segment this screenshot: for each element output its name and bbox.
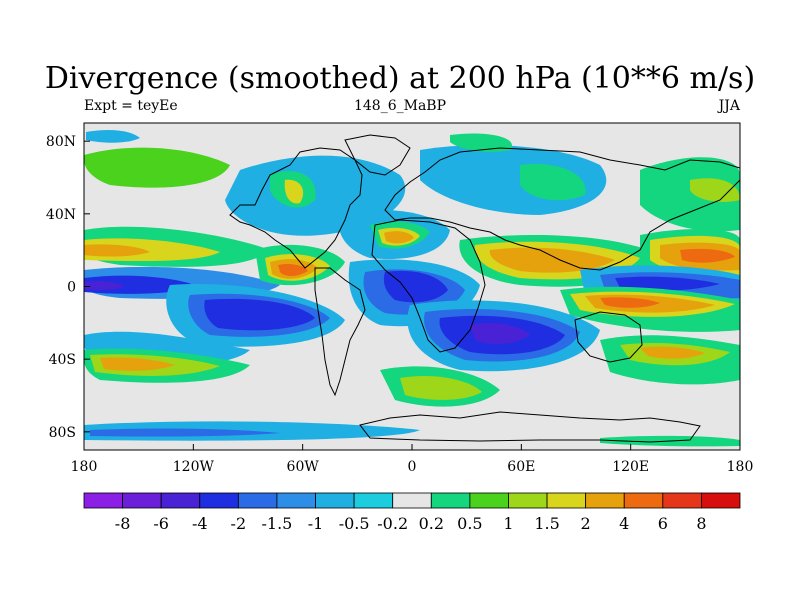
contour-equatorial-band-orange <box>84 244 150 257</box>
colorbar-swatch <box>276 492 316 509</box>
colorbar-label: -4 <box>192 514 208 533</box>
colorbar-swatch <box>83 492 123 509</box>
contour-pacific-north-yellow <box>690 178 740 202</box>
y-tick-label: 80S <box>49 425 76 441</box>
colorbar-swatch <box>160 492 201 509</box>
y-axis: 80N 40N 0 40S 80S <box>46 134 90 441</box>
colorbar-swatch <box>353 492 394 509</box>
greenland-outline <box>344 134 411 176</box>
north-america-outline <box>229 147 363 269</box>
eurasia-outline <box>384 147 740 271</box>
y-tick-label: 40N <box>46 207 76 223</box>
contour-pacific-north-green <box>640 157 740 232</box>
colorbar-label: -8 <box>115 514 131 533</box>
africa-outline <box>371 219 486 353</box>
colorbar-swatch <box>546 492 587 509</box>
colorbar-label: -1 <box>308 514 324 533</box>
x-tick-label: 0 <box>408 459 417 475</box>
x-tick-label: 60E <box>507 459 535 475</box>
colorbar-label: 0.5 <box>457 514 482 533</box>
colorbar-swatch <box>199 492 239 509</box>
contour-australia-red <box>600 297 660 308</box>
contour-arctic-cyan <box>86 130 140 143</box>
colorbar-swatch <box>662 492 702 509</box>
colorbar-label: -2 <box>231 514 247 533</box>
contour-asia-green <box>520 164 586 201</box>
colorbar-label: -6 <box>153 514 169 533</box>
run-label: 148_6_MaBP <box>353 98 447 114</box>
colorbar-label: 6 <box>658 514 668 533</box>
contour-southern-ocean-orange <box>640 346 705 359</box>
contour-south-pacific-darkblue <box>204 298 315 331</box>
contour-asian-monsoon-orange <box>489 247 615 273</box>
plot-title: Divergence (smoothed) at 200 hPa (10**6 … <box>44 61 756 96</box>
contour-indian-ocean-indigo <box>470 323 530 345</box>
colorbar-label: 0.2 <box>419 514 444 533</box>
x-axis: 180 120W 60W 0 60E 120E 180 <box>71 444 754 475</box>
contour-equatorial-pacific-indigo <box>84 281 125 290</box>
south-america-outline <box>314 267 366 397</box>
colorbar-swatch <box>237 492 278 509</box>
x-tick-label: 120E <box>612 459 649 475</box>
contour-central-america-red <box>278 263 308 277</box>
contour-southern-band-orange <box>100 357 175 371</box>
contour-north-atlantic-yellow <box>284 179 304 204</box>
colorbar-label: 2 <box>581 514 591 533</box>
colorbar-swatch <box>623 492 664 509</box>
contour-siberia-green <box>450 133 512 153</box>
season-label: JJA <box>718 98 740 114</box>
colorbar-swatch <box>392 492 432 509</box>
colorbar-label: -1.5 <box>262 514 293 533</box>
colorbar-label: 8 <box>696 514 706 533</box>
colorbar-swatch <box>585 492 625 509</box>
y-tick-label: 0 <box>67 280 76 296</box>
colorbar-label: 1 <box>503 514 513 533</box>
colorbar-label: 4 <box>619 514 629 533</box>
experiment-label: Expt = teyEe <box>84 98 178 114</box>
colorbar-label: -0.5 <box>339 514 370 533</box>
colorbar-label: -0.2 <box>377 514 408 533</box>
colorbar-swatch <box>430 492 471 509</box>
contour-south-atlantic-yellow <box>400 375 482 400</box>
colorbar-swatch <box>508 492 548 509</box>
x-tick-label: 180 <box>71 459 98 475</box>
x-tick-label: 60W <box>287 459 320 475</box>
colorbar-label: 1.5 <box>534 514 559 533</box>
colorbar-swatch <box>469 492 509 509</box>
y-tick-label: 80N <box>46 134 76 150</box>
contour-west-africa-orange <box>384 231 414 244</box>
colorbar: -8 -6 -4 -2 -1.5 -1 -0.5 -0.2 0.2 0.5 1 1.5 2 4 6 8 <box>83 492 741 533</box>
continent-outlines <box>229 134 740 443</box>
contour-west-pacific-red <box>680 248 735 263</box>
antarctica-outline <box>359 411 701 443</box>
colorbar-swatch <box>701 492 741 509</box>
divergence-field <box>84 130 740 447</box>
contour-arctic-green <box>84 147 230 188</box>
contour-africa-convergence-darkblue <box>383 270 448 303</box>
colorbar-swatch <box>315 492 355 509</box>
australia-outline <box>574 311 643 363</box>
x-tick-label: 180 <box>727 459 754 475</box>
colorbar-swatch <box>122 492 162 509</box>
contour-tropical-pacific-darkblue <box>615 276 720 291</box>
contour-antarctic-blue <box>90 428 280 437</box>
x-tick-label: 120W <box>173 459 215 475</box>
y-tick-label: 40S <box>49 352 76 368</box>
